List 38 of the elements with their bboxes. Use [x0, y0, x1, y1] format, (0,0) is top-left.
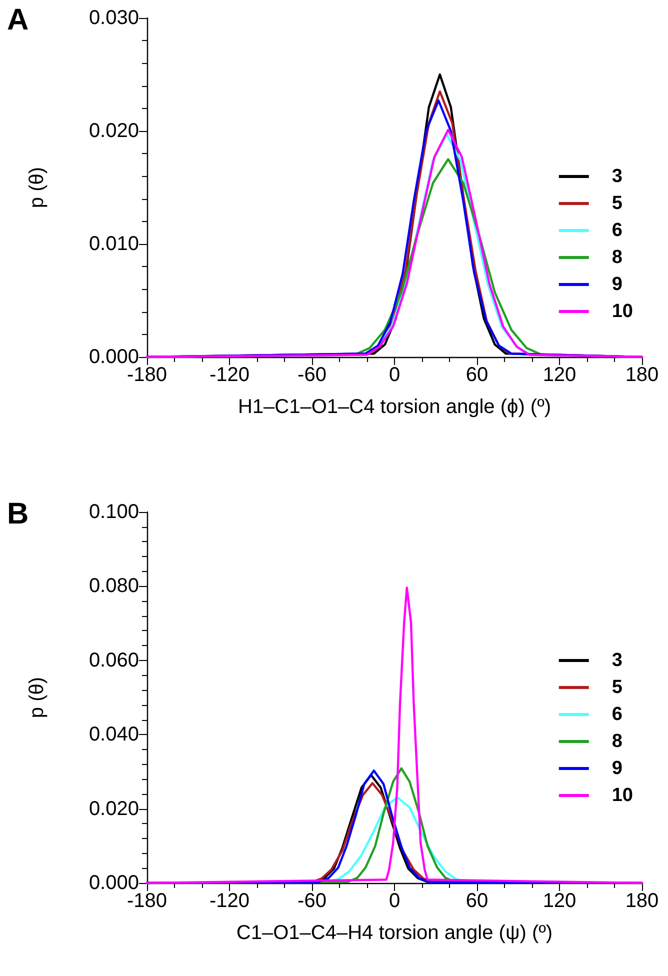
x-tick-label: 60 [466, 364, 488, 386]
legend-label: 9 [612, 274, 622, 295]
y-tick-label: 0.030 [88, 7, 139, 29]
y-tick-label: 0.020 [88, 798, 139, 820]
y-tick-label: 0.040 [88, 724, 139, 746]
y-tick-label: 0.020 [88, 120, 139, 142]
y-axis-title: p (θ) [26, 166, 48, 208]
y-tick-label: 0.100 [88, 501, 139, 523]
legend-label: 5 [612, 677, 623, 698]
y-tick-label: 0.010 [88, 233, 139, 255]
x-tick-label: 120 [542, 890, 576, 912]
x-axis-title: C1–O1–C4–H4 torsion angle (ψ) (º) [236, 922, 553, 944]
y-tick-label: 0.080 [88, 575, 139, 598]
legend-label: 3 [612, 650, 622, 671]
x-tick-label: 180 [625, 890, 659, 912]
chart-title: A [7, 4, 29, 36]
x-tick-label: 60 [466, 890, 488, 912]
x-tick-label: 0 [388, 364, 400, 386]
y-axis-title: p (θ) [26, 676, 48, 718]
x-tick-label: 0 [388, 890, 400, 912]
x-tick-label: -120 [209, 890, 250, 912]
chart-title: B [7, 498, 29, 530]
legend-label: 5 [612, 193, 623, 214]
legend-label: 6 [612, 220, 622, 241]
x-tick-label: -120 [209, 364, 250, 386]
legend-label: 9 [612, 758, 622, 779]
legend-label: 6 [612, 704, 622, 725]
y-tick-label: 0.060 [88, 649, 139, 672]
x-tick-label: -60 [298, 890, 326, 912]
legend-label: 10 [612, 301, 634, 322]
x-tick-label: 180 [625, 364, 659, 386]
x-tick-label: 120 [542, 364, 576, 386]
legend-label: 8 [612, 247, 622, 268]
legend-label: 8 [612, 731, 622, 752]
legend-label: 10 [612, 785, 634, 806]
x-tick-label: -60 [298, 364, 326, 386]
x-axis-title: H1–C1–O1–C4 torsion angle (ϕ) (º) [238, 396, 552, 418]
legend-label: 3 [612, 166, 622, 187]
